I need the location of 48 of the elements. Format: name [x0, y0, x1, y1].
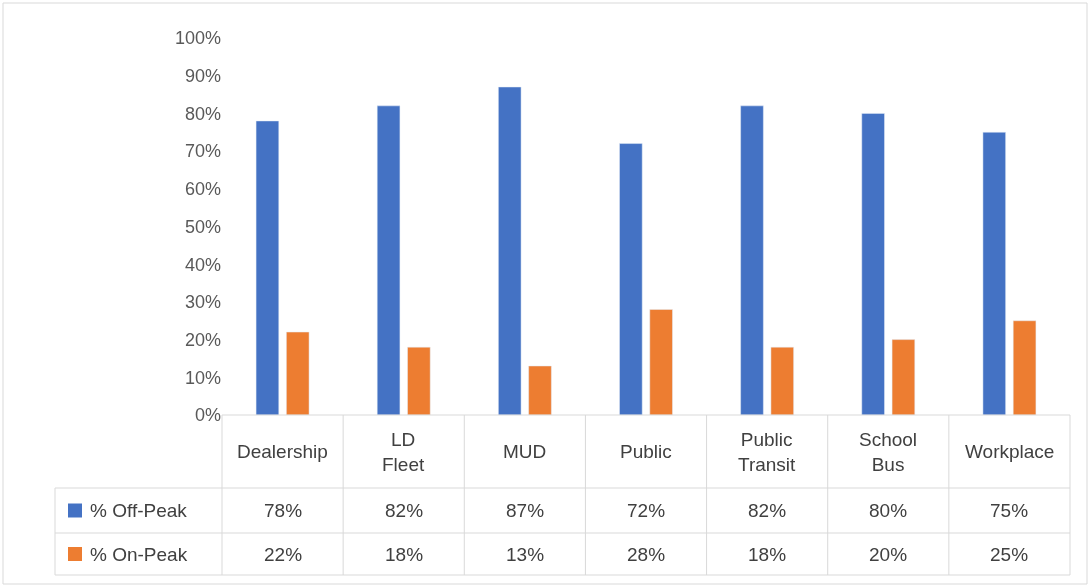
bar [528, 365, 552, 415]
y-tick-label: 20% [184, 329, 221, 350]
bar [376, 105, 401, 415]
data-label: 25% [990, 544, 1029, 565]
x-tick-label: Public Transit [738, 429, 797, 475]
x-tick-label: MUD [503, 441, 547, 462]
data-label: 80% [869, 500, 908, 521]
bar [407, 346, 431, 415]
y-tick-label: 10% [184, 367, 221, 388]
bar [255, 120, 280, 415]
data-label: 82% [748, 500, 787, 521]
data-label: 28% [627, 544, 666, 565]
y-tick-label: 80% [184, 103, 221, 124]
bar [498, 86, 522, 415]
y-tick-label: 0% [194, 405, 221, 426]
y-tick-label: 90% [184, 66, 221, 86]
data-label: 22% [264, 544, 303, 565]
x-tick-label: LD Fleet [382, 429, 425, 475]
data-label: 18% [385, 544, 424, 565]
x-tick-label: Public [620, 441, 672, 462]
bar [982, 132, 1006, 415]
data-label: 20% [869, 544, 908, 565]
bar [649, 309, 673, 415]
y-tick-label: 30% [184, 292, 221, 313]
bar [740, 105, 764, 415]
y-tick-label: 40% [184, 254, 221, 275]
data-label: 75% [990, 500, 1029, 521]
bar [619, 143, 643, 415]
x-tick-label: School Bus [859, 429, 918, 475]
legend-label: % On-Peak [90, 544, 188, 565]
data-label: 87% [506, 500, 545, 521]
x-tick-label: Dealership [237, 441, 328, 462]
y-tick-label: 100% [174, 28, 221, 49]
data-label: 18% [748, 544, 787, 565]
bar [891, 339, 916, 415]
legend-label: % Off-Peak [90, 500, 188, 521]
data-label: 78% [264, 500, 303, 521]
bar [770, 346, 794, 415]
y-tick-label: 60% [184, 179, 221, 200]
y-tick-label: 50% [184, 216, 221, 237]
data-label: 82% [385, 500, 424, 521]
data-label: 13% [506, 544, 545, 565]
data-label: 72% [627, 500, 666, 521]
bar [861, 113, 885, 415]
bar [286, 331, 310, 415]
x-tick-label: Workplace [965, 441, 1055, 462]
y-tick-label: 70% [184, 141, 221, 162]
bar [1012, 320, 1037, 415]
